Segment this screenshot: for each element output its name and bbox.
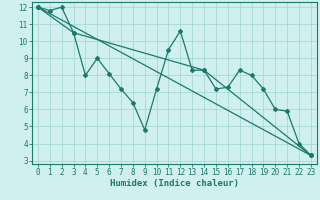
- X-axis label: Humidex (Indice chaleur): Humidex (Indice chaleur): [110, 179, 239, 188]
